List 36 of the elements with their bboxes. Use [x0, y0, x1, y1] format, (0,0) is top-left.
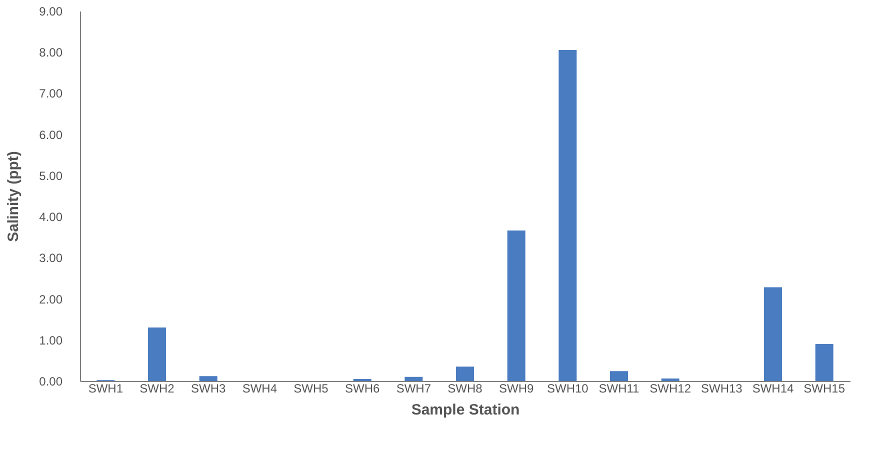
x-tick-label: SWH1	[88, 382, 124, 396]
y-tick-label: 0.00	[39, 374, 63, 388]
bar	[404, 376, 423, 381]
y-tick-label: 2.00	[39, 292, 63, 306]
x-tick-label: SWH8	[448, 382, 483, 396]
y-tick-label: 3.00	[39, 251, 63, 266]
x-tick-label: SWH11	[598, 382, 640, 396]
x-tick-label: SWH9	[498, 382, 534, 396]
bar	[558, 50, 577, 381]
bar	[610, 371, 628, 381]
y-axis-title: Salinity (ppt)	[5, 151, 22, 242]
bar	[148, 328, 166, 381]
y-tick-label: 1.00	[39, 333, 63, 348]
x-tick-label: SWH15	[804, 382, 846, 396]
bar	[815, 344, 834, 381]
x-tick-label: SWH3	[190, 382, 226, 396]
x-tick-label: SWH13	[700, 382, 743, 396]
bar	[199, 376, 218, 381]
y-tick-label: 8.00	[39, 46, 63, 60]
x-tick-label: SWH5	[294, 382, 329, 396]
y-tick-label: 6.00	[39, 128, 63, 142]
bar	[507, 230, 526, 381]
x-tick-label: SWH14	[752, 382, 794, 396]
y-tick-label: 9.00	[39, 4, 63, 18]
x-tick-label: SWH10	[546, 382, 589, 396]
x-axis-title: Sample Station	[411, 402, 520, 418]
bar	[764, 287, 782, 381]
x-tick-label: SWH12	[650, 382, 692, 396]
x-tick-label: SWH7	[396, 382, 432, 396]
y-tick-label: 5.00	[39, 168, 63, 183]
x-tick-label: SWH4	[242, 382, 278, 396]
y-tick-label: 7.00	[39, 86, 63, 101]
x-tick-label: SWH6	[344, 382, 380, 396]
x-tick-label: SWH2	[140, 382, 175, 396]
bar	[456, 366, 474, 381]
y-tick-label: 4.00	[39, 210, 63, 224]
